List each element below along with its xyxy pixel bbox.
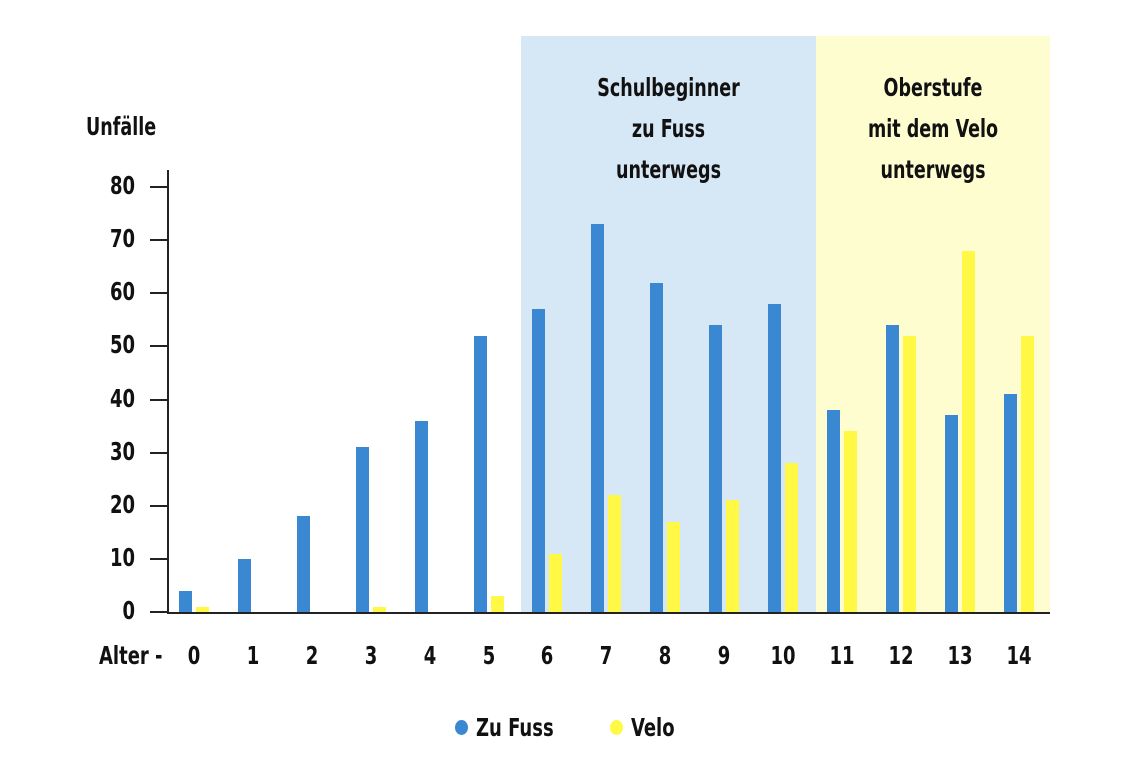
x-tick-label: 2 (305, 641, 319, 670)
y-tick-label: 70 (109, 224, 135, 254)
y-tick-label: 0 (122, 596, 135, 625)
x-axis-label: Alter - (99, 641, 163, 670)
y-tick-label: 30 (109, 436, 135, 466)
bar-velo (196, 606, 209, 612)
region-title-line: Oberstufe (883, 73, 983, 102)
bar-velo (726, 500, 740, 612)
bar-zu-fuss (237, 558, 251, 612)
bar-zu-fuss (296, 516, 310, 612)
bar-velo (549, 553, 563, 612)
y-tick-mark (150, 451, 167, 454)
y-tick-mark (150, 398, 167, 401)
x-tick-label: 12 (888, 641, 914, 670)
bar-zu-fuss (944, 415, 958, 612)
bar-velo (902, 335, 916, 612)
region-title-line: unterwegs (615, 155, 722, 184)
y-tick-label: 80 (109, 171, 135, 200)
x-tick-label: 7 (600, 641, 613, 670)
legend-label: Velo (630, 713, 675, 742)
legend: Zu Fuss Velo (0, 713, 1140, 742)
legend-label: Zu Fuss (475, 713, 554, 742)
y-tick-mark (150, 504, 167, 507)
bar-zu-fuss (473, 335, 487, 612)
bar-zu-fuss (885, 325, 899, 612)
legend-item-zu-fuss: Zu Fuss (454, 713, 573, 742)
x-tick-label: 11 (829, 641, 855, 670)
x-tick-label: 3 (364, 641, 377, 670)
bar-velo (372, 606, 386, 612)
x-tick-label: 6 (541, 641, 554, 670)
bar-zu-fuss (768, 303, 781, 612)
bar-zu-fuss (1003, 394, 1017, 612)
y-axis-line (167, 170, 169, 613)
y-tick-label: 50 (109, 330, 135, 360)
y-tick-label: 10 (109, 542, 135, 572)
bar-velo (490, 596, 504, 612)
bar-velo (785, 463, 798, 612)
y-tick-mark (150, 239, 167, 242)
bar-zu-fuss (532, 309, 546, 612)
y-tick-label: 20 (109, 489, 135, 519)
bar-zu-fuss (709, 325, 723, 612)
bar-zu-fuss (591, 224, 605, 612)
x-axis-line (167, 612, 1050, 614)
x-tick-label: 5 (482, 641, 495, 670)
y-tick-mark (150, 292, 167, 295)
legend-dot-icon (454, 720, 468, 735)
bar-velo (961, 250, 975, 612)
bar-velo (1020, 335, 1034, 612)
x-tick-label: 14 (1006, 641, 1032, 670)
x-tick-label: 1 (246, 641, 260, 670)
region-title-line: Schulbeginner (597, 73, 740, 102)
bar-zu-fuss (826, 410, 840, 612)
y-tick-label: 60 (109, 277, 135, 307)
bar-zu-fuss (355, 447, 369, 612)
y-tick-mark (150, 186, 167, 188)
y-tick-mark (150, 345, 167, 348)
bar-zu-fuss (650, 282, 664, 612)
x-tick-label: 9 (717, 641, 731, 670)
y-tick-mark (150, 557, 167, 560)
x-tick-label: 13 (947, 641, 973, 670)
y-axis-label: Unfälle (86, 112, 157, 141)
y-tick-mark (150, 611, 167, 613)
y-tick-label: 40 (109, 383, 135, 413)
x-tick-label: 4 (423, 641, 436, 670)
region-title-line: mit dem Velo (867, 114, 999, 143)
x-tick-label: 0 (187, 641, 201, 670)
x-tick-label: 10 (770, 641, 796, 670)
region-title-oberstufe: Oberstufe mit dem Velo unterwegs (842, 67, 1025, 190)
bar-velo (667, 521, 681, 612)
bar-zu-fuss (179, 590, 192, 612)
region-schulbeginner: Schulbeginner zu Fuss unterwegs (521, 36, 816, 613)
bar-velo (608, 495, 622, 612)
region-title-line: unterwegs (880, 155, 986, 184)
legend-dot-icon (609, 720, 623, 735)
bar-zu-fuss (414, 420, 428, 612)
x-tick-label: 8 (658, 641, 672, 670)
bar-velo (843, 431, 857, 612)
legend-item-velo: Velo (609, 713, 685, 742)
region-title-schulbeginner: Schulbeginner zu Fuss unterwegs (553, 67, 783, 190)
region-title-line: zu Fuss (631, 114, 706, 143)
